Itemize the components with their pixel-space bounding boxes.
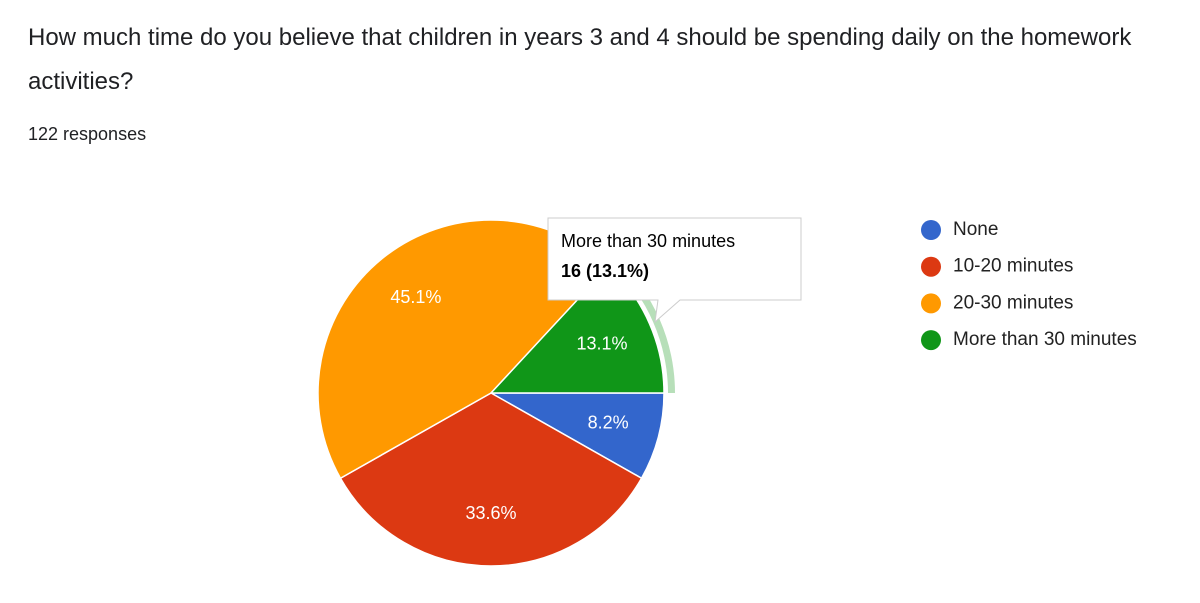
legend-swatch	[921, 293, 941, 314]
legend-label: More than 30 minutes	[953, 329, 1137, 350]
tooltip-value: 16 (13.1%)	[561, 261, 649, 281]
legend-swatch	[921, 220, 941, 240]
tooltip-title: More than 30 minutes	[561, 231, 735, 251]
chart-title: How much time do you believe that childr…	[28, 24, 1132, 95]
slice-label: 33.6%	[465, 503, 516, 523]
legend-label: None	[953, 219, 998, 240]
legend-label: 10-20 minutes	[953, 256, 1073, 277]
slice-highlight	[611, 258, 675, 393]
pie-slice	[488, 392, 665, 480]
slice-label: 13.1%	[576, 333, 627, 353]
tooltip-box	[547, 217, 802, 324]
legend-swatch	[921, 256, 941, 277]
legend-label: 20-30 minutes	[953, 292, 1073, 313]
tooltip: More than 30 minutes 16 (13.1%)	[547, 217, 802, 324]
slice-label: 45.1%	[390, 287, 441, 307]
slice-label: 8.2%	[588, 413, 629, 433]
legend-swatch	[921, 330, 941, 351]
response-count: 122 responses	[28, 124, 147, 144]
